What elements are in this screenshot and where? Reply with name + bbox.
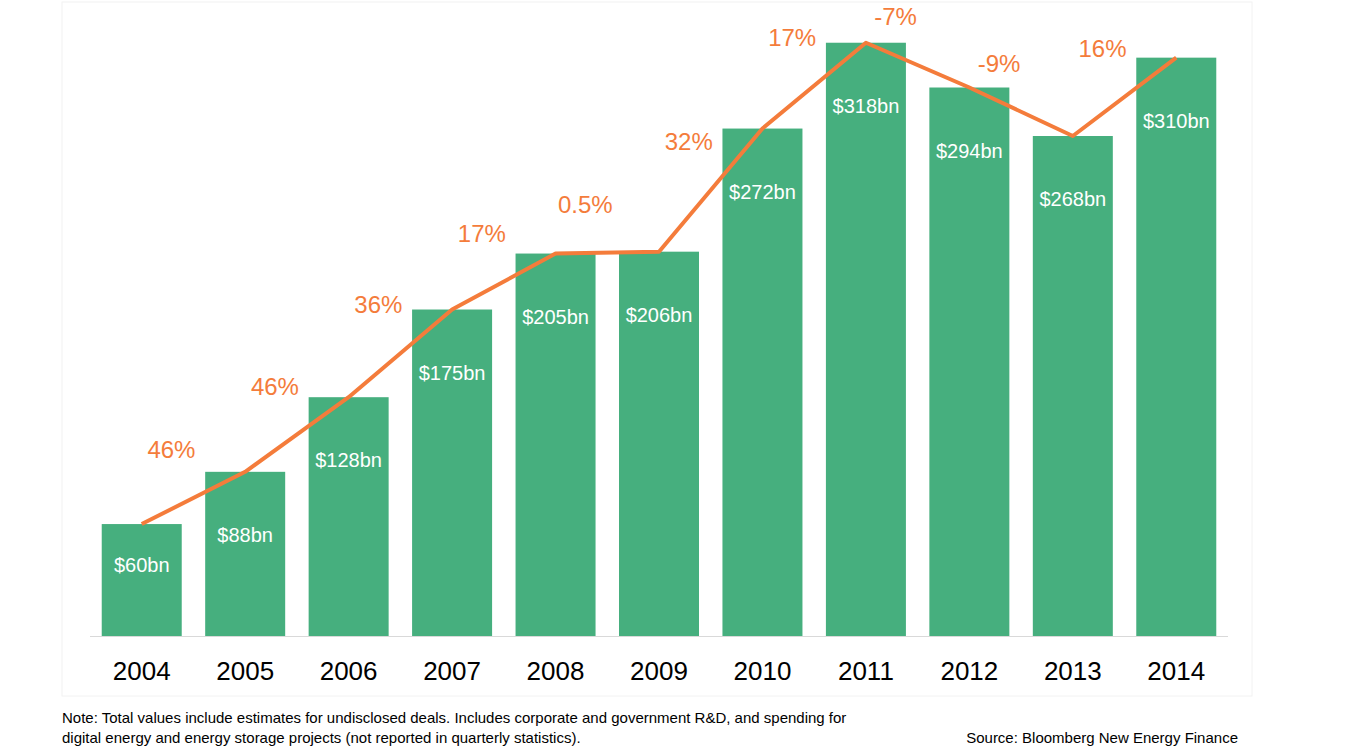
plot-marks: [102, 43, 1217, 636]
growth-label: 0.5%: [558, 191, 613, 218]
bar: [309, 397, 389, 636]
bar: [929, 88, 1009, 636]
bar: [826, 43, 906, 636]
source: Source: Bloomberg New Energy Finance: [966, 729, 1238, 746]
chart: 2004 2005 2006 2007 2008 2009 2010 2011 2012 2013…: [0, 0, 1348, 750]
line: [142, 43, 1177, 524]
bar: [412, 310, 492, 636]
growth-label: -9%: [978, 50, 1021, 77]
bar: [516, 254, 596, 636]
x-tick-label: 2013: [1044, 656, 1102, 686]
chart-frame: [62, 2, 1252, 696]
bar-value-label: $175bn: [419, 362, 486, 384]
bar-value-label: $88bn: [217, 524, 273, 546]
growth-label: 46%: [251, 373, 299, 400]
x-tick-label: 2007: [423, 656, 481, 686]
bar-value-label: $206bn: [626, 304, 693, 326]
bar-value-label: $310bn: [1143, 110, 1210, 132]
x-tick-label: 2014: [1147, 656, 1205, 686]
bar: [722, 129, 802, 636]
bar: [619, 252, 699, 636]
x-tick-label: 2011: [838, 656, 894, 686]
x-tick-label: 2012: [940, 656, 998, 686]
note: Note: Total values include estimates for…: [62, 709, 846, 726]
growth-label: 36%: [354, 291, 402, 318]
growth-label: 17%: [458, 220, 506, 247]
growth-label: -7%: [874, 3, 917, 30]
x-tick-label: 2010: [734, 656, 792, 686]
bar-value-label: $205bn: [522, 306, 589, 328]
x-axis-line: [90, 636, 1228, 637]
bar-value-label: $128bn: [315, 449, 382, 471]
x-tick-label: 2009: [630, 656, 688, 686]
bar-value-label: $272bn: [729, 181, 796, 203]
growth-label: 16%: [1079, 35, 1127, 62]
growth-label: 46%: [147, 436, 195, 463]
labels: 2004 2005 2006 2007 2008 2009 2010 2011 2012 2013…: [62, 3, 1238, 746]
x-tick-label: 2004: [113, 656, 171, 686]
bar: [102, 524, 182, 636]
bar-value-label: $318bn: [833, 95, 900, 117]
x-tick-label: 2008: [527, 656, 585, 686]
note: digital energy and energy storage projec…: [62, 729, 581, 746]
bar-value-label: $60bn: [114, 554, 170, 576]
x-tick-label: 2005: [216, 656, 274, 686]
growth-label: 17%: [768, 24, 816, 51]
x-tick-label: 2006: [320, 656, 378, 686]
bar: [205, 472, 285, 636]
bar-value-label: $268bn: [1039, 188, 1106, 210]
growth-label: 32%: [665, 128, 713, 155]
bar: [1033, 136, 1113, 636]
bar: [1136, 58, 1216, 636]
bar-value-label: $294bn: [936, 140, 1003, 162]
